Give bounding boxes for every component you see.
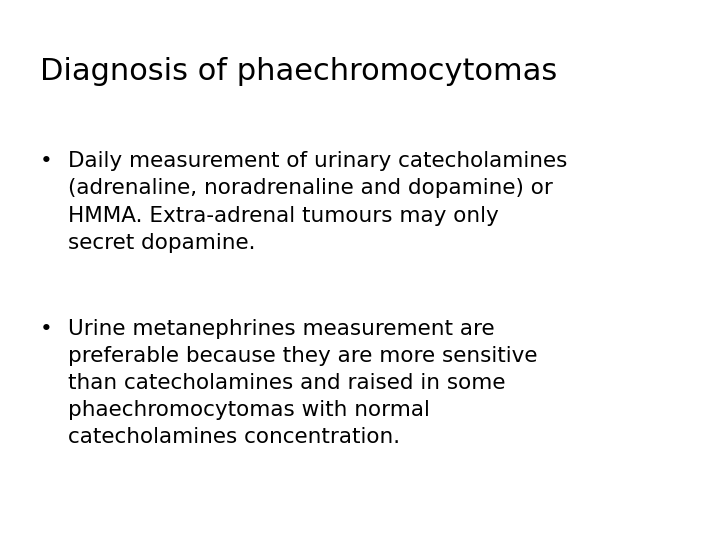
Text: •: •	[40, 319, 53, 339]
Text: Daily measurement of urinary catecholamines
(adrenaline, noradrenaline and dopam: Daily measurement of urinary catecholami…	[68, 151, 568, 253]
Text: Urine metanephrines measurement are
preferable because they are more sensitive
t: Urine metanephrines measurement are pref…	[68, 319, 538, 448]
Text: •: •	[40, 151, 53, 171]
Text: Diagnosis of phaechromocytomas: Diagnosis of phaechromocytomas	[40, 57, 557, 86]
